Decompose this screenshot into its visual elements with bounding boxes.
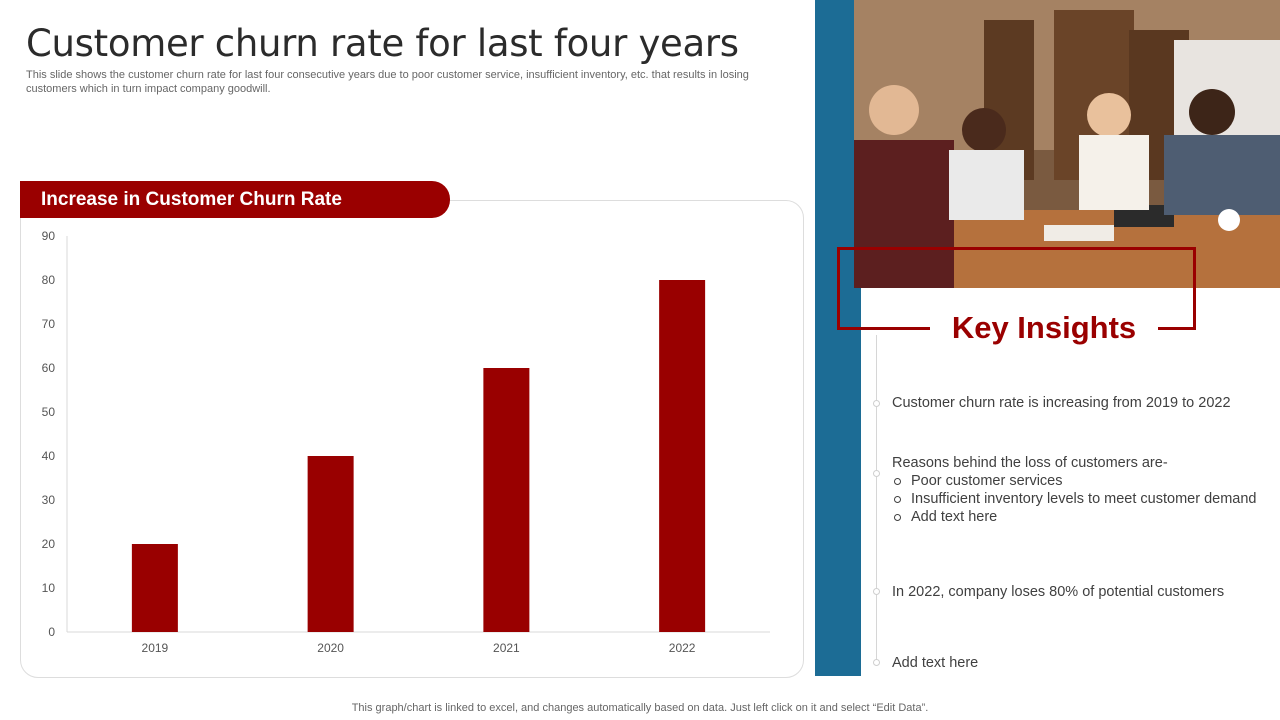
y-tick-label: 70 [42, 317, 56, 331]
blue-side-panel [815, 0, 861, 676]
bar-2019 [131, 544, 178, 632]
insight-text: Customer churn rate is increasing from 2… [892, 395, 1231, 411]
bar-2021 [483, 368, 530, 632]
insight-text: Reasons behind the loss of customers are… [892, 455, 1168, 471]
y-tick-label: 30 [42, 493, 56, 507]
x-tick-label: 2019 [142, 641, 169, 655]
insight-text: In 2022, company loses 80% of potential … [892, 584, 1225, 600]
y-tick-label: 10 [42, 581, 56, 595]
slide-subtitle: This slide shows the customer churn rate… [26, 69, 749, 95]
x-tick-label: 2022 [669, 641, 696, 655]
slide-title: Customer churn rate for last four years [26, 22, 739, 65]
timeline-dot [873, 400, 880, 407]
y-tick-label: 20 [42, 537, 56, 551]
y-tick-label: 60 [42, 361, 56, 375]
timeline-dot [873, 659, 880, 666]
list-item: Add text here [892, 508, 1262, 526]
churn-bar-chart[interactable]: 0 10 20 30 40 50 60 70 80 90 2019 2020 2021 2022 [0, 0, 810, 680]
insight-item: Customer churn rate is increasing from 2… [892, 394, 1262, 412]
list-item: Insufficient inventory levels to meet cu… [892, 490, 1262, 508]
timeline-dot [873, 470, 880, 477]
insight-item: In 2022, company loses 80% of potential … [892, 583, 1262, 601]
y-tick-label: 0 [48, 625, 55, 639]
list-item: Poor customer services [892, 472, 1262, 490]
insights-timeline [876, 335, 877, 665]
y-tick-label: 50 [42, 405, 56, 419]
x-tick-label: 2020 [317, 641, 344, 655]
insight-text: Add text here [892, 655, 979, 671]
reasons-list: Poor customer services Insufficient inve… [892, 472, 1262, 526]
y-tick-label: 90 [42, 229, 56, 243]
team-meeting-photo [854, 0, 1280, 288]
x-tick-label: 2021 [493, 641, 520, 655]
bar-2022 [659, 280, 706, 632]
bar-2020 [307, 456, 354, 632]
insight-item: Add text here [892, 654, 1262, 672]
timeline-dot [873, 588, 880, 595]
y-tick-label: 40 [42, 449, 56, 463]
chart-banner: Increase in Customer Churn Rate [20, 181, 450, 218]
y-tick-label: 80 [42, 273, 56, 287]
key-insights-title: Key Insights [930, 306, 1158, 350]
insight-item: Reasons behind the loss of customers are… [892, 454, 1262, 526]
footer-note: This graph/chart is linked to excel, and… [351, 702, 929, 714]
